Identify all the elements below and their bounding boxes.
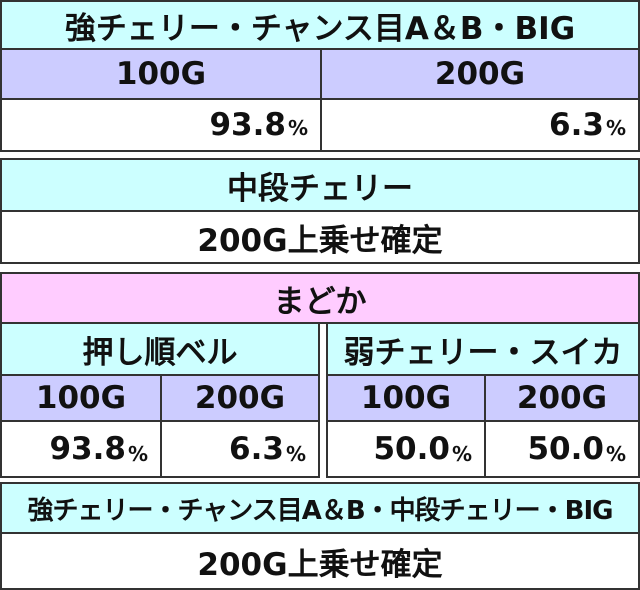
cell: 50.0%	[326, 420, 486, 478]
unit: %	[605, 116, 626, 140]
cell: 6.3%	[320, 98, 640, 152]
value: 50.0	[527, 431, 604, 467]
value: 6.3	[229, 431, 284, 467]
cell: 50.0%	[484, 420, 640, 478]
column: 200G	[320, 48, 640, 100]
unit: %	[287, 116, 308, 140]
header: 強チェリー・チャンス目A＆B・BIG	[0, 0, 640, 50]
header: 中段チェリー	[0, 158, 640, 212]
value: 93.8	[49, 431, 126, 467]
header: まどか	[0, 272, 640, 324]
unit: %	[451, 442, 472, 466]
unit: %	[127, 442, 148, 466]
header: 強チェリー・チャンス目A＆B・中段チェリー・BIG	[0, 482, 640, 534]
column: 200G	[484, 374, 640, 422]
unit: %	[285, 442, 306, 466]
cell: 93.8%	[0, 420, 162, 478]
column: 100G	[326, 374, 486, 422]
cell: 6.3%	[160, 420, 320, 478]
result: 200G上乗せ確定	[0, 210, 640, 264]
result: 200G上乗せ確定	[0, 532, 640, 590]
column: 100G	[0, 48, 322, 100]
column: 200G	[160, 374, 320, 422]
column: 100G	[0, 374, 162, 422]
value: 50.0	[373, 431, 450, 467]
sub-header: 押し順ベル	[0, 322, 320, 376]
value: 93.8	[209, 107, 286, 143]
cell: 93.8%	[0, 98, 322, 152]
sub-header: 弱チェリー・スイカ	[326, 322, 640, 376]
unit: %	[605, 442, 626, 466]
value: 6.3	[549, 107, 604, 143]
